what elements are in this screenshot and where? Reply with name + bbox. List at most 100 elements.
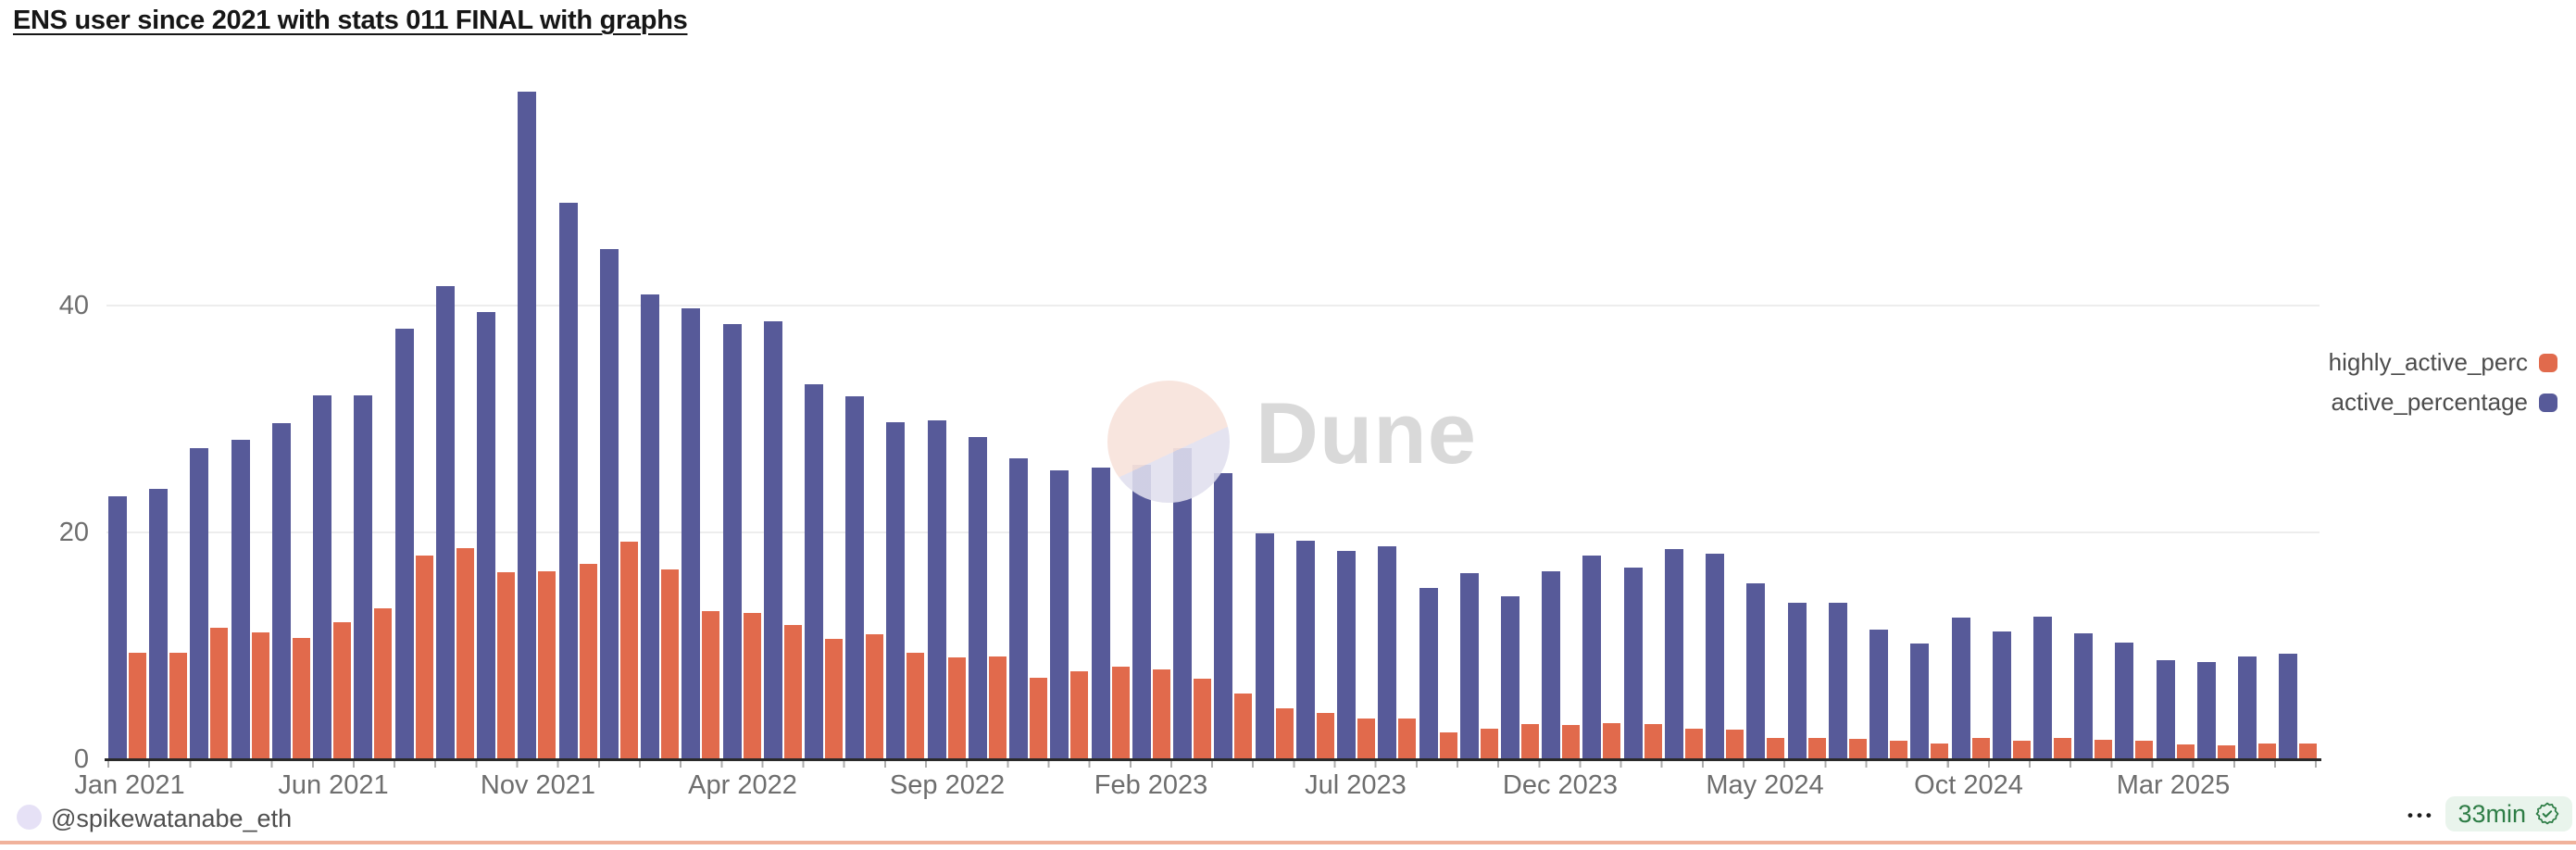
author-handle-link[interactable]: @spikewatanabe_eth: [51, 805, 293, 832]
bar-active-percentage-may-2025[interactable]: [2238, 656, 2257, 759]
bar-active-percentage-jun-2022[interactable]: [804, 383, 823, 759]
bar-highly-active-perc-feb-2025[interactable]: [2135, 741, 2154, 759]
bar-highly-active-perc-mar-2021[interactable]: [210, 627, 229, 759]
bar-highly-active-perc-aug-2021[interactable]: [415, 555, 433, 759]
bar-highly-active-perc-may-2024[interactable]: [1767, 737, 1785, 759]
bar-active-percentage-dec-2022[interactable]: [1050, 469, 1069, 759]
bar-highly-active-perc-feb-2024[interactable]: [1644, 724, 1662, 759]
bar-active-percentage-may-2024[interactable]: [1746, 583, 1766, 759]
bar-highly-active-perc-aug-2024[interactable]: [1890, 741, 1908, 759]
bar-highly-active-perc-feb-2023[interactable]: [1152, 669, 1170, 759]
chart-title-link[interactable]: ENS user since 2021 with stats 011 FINAL…: [13, 6, 688, 35]
bar-active-percentage-jul-2024[interactable]: [1828, 602, 1847, 759]
bar-active-percentage-feb-2023[interactable]: [1132, 464, 1151, 759]
bar-active-percentage-jun-2025[interactable]: [2279, 654, 2298, 759]
legend-item-highly-active-perc[interactable]: highly_active_perc: [2329, 348, 2557, 377]
bar-active-percentage-apr-2021[interactable]: [231, 439, 250, 759]
bar-highly-active-perc-oct-2022[interactable]: [988, 656, 1007, 759]
bar-highly-active-perc-nov-2021[interactable]: [538, 570, 556, 759]
bar-active-percentage-oct-2024[interactable]: [1951, 617, 1970, 759]
bar-highly-active-perc-apr-2021[interactable]: [251, 631, 269, 759]
bar-highly-active-perc-oct-2023[interactable]: [1480, 728, 1498, 759]
bar-active-percentage-aug-2023[interactable]: [1378, 545, 1397, 759]
bar-active-percentage-jun-2023[interactable]: [1295, 540, 1315, 759]
bar-highly-active-perc-jan-2023[interactable]: [1111, 666, 1130, 759]
bar-active-percentage-mar-2022[interactable]: [682, 307, 701, 759]
bar-active-percentage-nov-2023[interactable]: [1500, 595, 1519, 759]
bar-highly-active-perc-may-2022[interactable]: [783, 625, 802, 759]
bar-highly-active-perc-oct-2024[interactable]: [1971, 737, 1990, 759]
bar-active-percentage-jun-2021[interactable]: [313, 394, 332, 759]
bar-active-percentage-oct-2021[interactable]: [477, 312, 496, 759]
bar-highly-active-perc-jul-2021[interactable]: [374, 608, 393, 759]
bar-active-percentage-apr-2023[interactable]: [1214, 473, 1233, 759]
bar-highly-active-perc-feb-2021[interactable]: [169, 652, 188, 759]
bar-active-percentage-mar-2021[interactable]: [190, 448, 209, 759]
bar-active-percentage-jan-2022[interactable]: [599, 248, 619, 759]
bar-highly-active-perc-jun-2021[interactable]: [333, 621, 352, 759]
bar-highly-active-perc-mar-2023[interactable]: [1194, 679, 1212, 759]
bar-active-percentage-feb-2024[interactable]: [1623, 568, 1643, 759]
bar-active-percentage-oct-2022[interactable]: [968, 437, 987, 759]
bar-active-percentage-jan-2021[interactable]: [108, 495, 127, 759]
bar-active-percentage-dec-2021[interactable]: [558, 202, 578, 759]
bar-active-percentage-may-2021[interactable]: [271, 423, 291, 759]
last-refresh-badge[interactable]: 33min: [2445, 796, 2572, 831]
bar-active-percentage-dec-2024[interactable]: [2033, 616, 2053, 759]
bar-active-percentage-apr-2022[interactable]: [722, 323, 742, 759]
bar-highly-active-perc-sep-2022[interactable]: [947, 656, 966, 759]
bar-highly-active-perc-aug-2023[interactable]: [1398, 718, 1417, 759]
bar-highly-active-perc-jul-2023[interactable]: [1357, 718, 1376, 759]
more-options-button[interactable]: •••: [2407, 806, 2435, 824]
bar-active-percentage-jun-2024[interactable]: [1787, 602, 1807, 759]
bar-highly-active-perc-apr-2023[interactable]: [1234, 694, 1253, 759]
legend-item-active-percentage[interactable]: active_percentage: [2332, 388, 2557, 417]
bar-active-percentage-sep-2021[interactable]: [435, 286, 455, 759]
bar-highly-active-perc-jan-2021[interactable]: [129, 652, 146, 759]
bar-highly-active-perc-nov-2024[interactable]: [2012, 741, 2031, 759]
bar-active-percentage-dec-2023[interactable]: [1542, 570, 1561, 759]
bar-highly-active-perc-jun-2022[interactable]: [824, 639, 843, 759]
bar-active-percentage-apr-2025[interactable]: [2196, 661, 2216, 759]
bar-highly-active-perc-mar-2025[interactable]: [2176, 744, 2195, 759]
bar-active-percentage-jul-2021[interactable]: [354, 394, 373, 759]
bar-highly-active-perc-aug-2022[interactable]: [907, 652, 925, 759]
bar-active-percentage-feb-2021[interactable]: [149, 489, 169, 759]
bar-active-percentage-sep-2023[interactable]: [1419, 588, 1438, 759]
bar-active-percentage-apr-2024[interactable]: [1706, 554, 1725, 759]
bar-highly-active-perc-mar-2022[interactable]: [702, 610, 720, 759]
bar-active-percentage-feb-2025[interactable]: [2115, 642, 2134, 759]
bar-active-percentage-nov-2022[interactable]: [1009, 458, 1029, 759]
bar-highly-active-perc-nov-2023[interactable]: [1520, 724, 1539, 759]
bar-active-percentage-sep-2024[interactable]: [1910, 644, 1930, 759]
bar-highly-active-perc-sep-2023[interactable]: [1439, 731, 1457, 759]
bar-highly-active-perc-dec-2024[interactable]: [2054, 737, 2072, 759]
bar-active-percentage-aug-2024[interactable]: [1869, 630, 1889, 759]
bar-active-percentage-jul-2023[interactable]: [1337, 550, 1357, 759]
bar-highly-active-perc-jan-2022[interactable]: [619, 541, 638, 759]
bar-highly-active-perc-apr-2022[interactable]: [743, 613, 761, 759]
bar-active-percentage-may-2022[interactable]: [763, 321, 782, 759]
bar-active-percentage-jan-2024[interactable]: [1582, 555, 1602, 759]
bar-active-percentage-sep-2022[interactable]: [927, 419, 946, 759]
bar-highly-active-perc-dec-2023[interactable]: [1562, 725, 1581, 759]
bar-active-percentage-mar-2024[interactable]: [1664, 549, 1683, 759]
bar-highly-active-perc-nov-2022[interactable]: [1030, 677, 1048, 759]
bar-highly-active-perc-dec-2021[interactable]: [579, 564, 597, 759]
bar-highly-active-perc-dec-2022[interactable]: [1070, 670, 1089, 759]
bar-active-percentage-jul-2022[interactable]: [845, 396, 865, 759]
author-avatar[interactable]: [17, 805, 42, 830]
bar-active-percentage-aug-2022[interactable]: [886, 422, 906, 759]
bar-highly-active-perc-sep-2021[interactable]: [456, 548, 474, 759]
bar-active-percentage-nov-2021[interactable]: [518, 91, 537, 759]
bar-active-percentage-feb-2022[interactable]: [641, 294, 660, 759]
bar-active-percentage-oct-2023[interactable]: [1459, 573, 1479, 759]
bar-active-percentage-jan-2025[interactable]: [2074, 633, 2094, 759]
bar-highly-active-perc-jul-2024[interactable]: [1848, 738, 1867, 759]
bar-highly-active-perc-jan-2024[interactable]: [1603, 722, 1621, 759]
bar-active-percentage-mar-2025[interactable]: [2156, 660, 2175, 759]
bar-highly-active-perc-may-2021[interactable]: [292, 637, 310, 759]
bar-highly-active-perc-may-2025[interactable]: [2258, 743, 2277, 759]
bar-highly-active-perc-mar-2024[interactable]: [1684, 728, 1703, 759]
bar-highly-active-perc-may-2023[interactable]: [1275, 707, 1294, 759]
